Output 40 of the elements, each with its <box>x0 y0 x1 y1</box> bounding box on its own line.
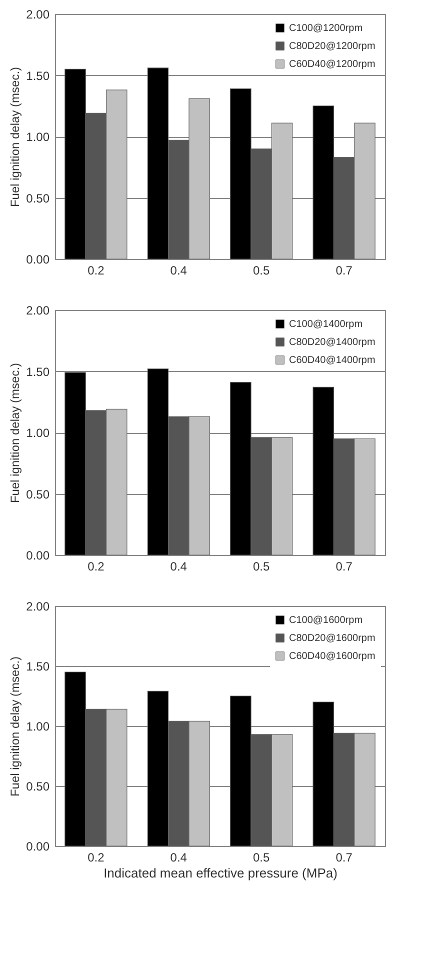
y-axis-title: Fuel ignition delay (msec.) <box>8 66 22 208</box>
y-tick-label: 1.50 <box>26 660 50 674</box>
x-tick-label: 0.4 <box>170 560 188 574</box>
x-tick-label: 0.2 <box>88 850 105 864</box>
legend-label: C80D20@1200rpm <box>289 41 376 52</box>
y-tick-label: 1.00 <box>26 130 50 144</box>
x-axis-title: Indicated mean effective pressure (MPa) <box>104 866 338 880</box>
x-tick-label: 0.5 <box>253 560 270 574</box>
legend-label: C100@1200rpm <box>289 23 363 34</box>
x-tick-label: 0.2 <box>88 560 105 574</box>
x-tick-label: 0.4 <box>170 264 188 278</box>
y-tick-label: 2.00 <box>26 8 50 22</box>
y-tick-label: 0.50 <box>26 780 50 794</box>
x-tick-label: 0.7 <box>336 264 353 278</box>
y-tick-label: 1.00 <box>26 720 50 734</box>
legend-label: C100@1400rpm <box>289 319 363 330</box>
legend-label: C80D20@1600rpm <box>289 633 376 644</box>
x-tick-label: 0.5 <box>253 850 270 864</box>
y-tick-label: 0.00 <box>26 548 50 562</box>
y-tick-label: 1.00 <box>26 426 50 440</box>
y-tick-label: 0.50 <box>26 487 50 502</box>
x-tick-label: 0.4 <box>170 850 188 864</box>
legend-label: C60D40@1600rpm <box>289 651 376 662</box>
y-tick-label: 2.00 <box>26 304 50 318</box>
x-tick-label: 0.7 <box>336 560 353 574</box>
x-tick-label: 0.2 <box>88 264 105 278</box>
y-tick-label: 0.00 <box>26 840 50 854</box>
x-tick-label: 0.5 <box>253 264 270 278</box>
y-axis-title: Fuel ignition delay (msec.) <box>8 656 22 797</box>
legend-label: C60D40@1200rpm <box>289 59 376 70</box>
y-tick-label: 2.00 <box>26 600 50 614</box>
y-axis-title: Fuel ignition delay (msec.) <box>8 362 22 504</box>
y-tick-label: 0.50 <box>26 191 50 206</box>
legend-label: C80D20@1400rpm <box>289 337 376 348</box>
legend-label: C100@1600rpm <box>289 615 363 626</box>
legend-label: C60D40@1400rpm <box>289 355 376 366</box>
x-tick-label: 0.7 <box>336 850 353 864</box>
y-tick-label: 1.50 <box>26 68 50 83</box>
y-tick-label: 0.00 <box>26 252 50 266</box>
y-tick-label: 1.50 <box>26 364 50 379</box>
